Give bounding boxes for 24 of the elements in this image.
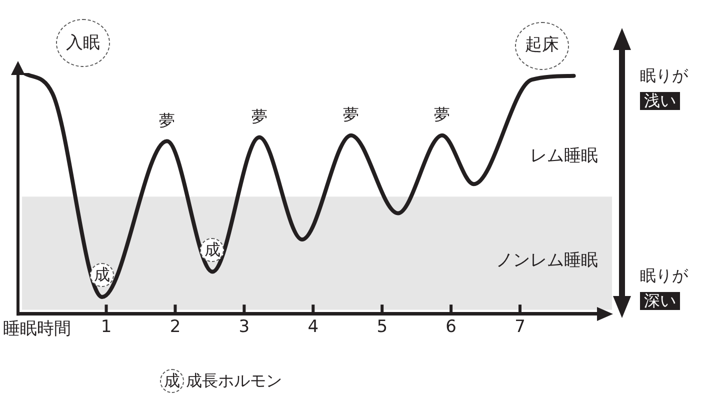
x-tick-label: 7 <box>514 317 526 338</box>
band-label: ノンレム睡眠 <box>496 250 598 271</box>
x-tick-label: 3 <box>238 317 250 338</box>
text: 成長ホルモン <box>186 371 282 390</box>
x-tick-label: 1 <box>100 317 112 338</box>
annotation: 夢 <box>251 107 268 126</box>
x-tick-label: 6 <box>446 317 456 338</box>
x-axis-title: 睡眠時間 <box>3 318 71 339</box>
x-tick-label: 2 <box>170 317 181 338</box>
text: 眠りが <box>640 266 688 285</box>
annotation: 成 <box>204 240 220 259</box>
text: 深い <box>640 291 680 310</box>
text: 眠りが <box>640 66 688 85</box>
text: 成 <box>164 371 180 390</box>
annotation: 夢 <box>343 105 360 124</box>
annotation: レム睡眠 <box>530 146 598 166</box>
x-tick-label: 4 <box>308 317 319 338</box>
annotation: 起床 <box>524 35 559 56</box>
annotation: 夢 <box>158 111 175 130</box>
annotation: 夢 <box>434 105 450 124</box>
annotation: 入眠 <box>66 32 100 52</box>
annotation: 成 <box>94 264 110 284</box>
text: 浅い <box>640 91 680 110</box>
x-tick-label: 5 <box>376 317 388 338</box>
